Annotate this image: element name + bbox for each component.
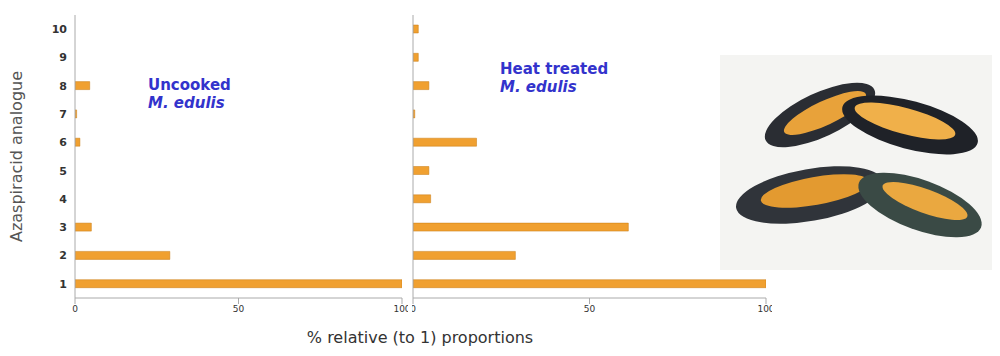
html-text:M. edulis: M. edulis — [500, 78, 577, 96]
svg-text:4: 4 — [59, 193, 67, 206]
svg-text:7: 7 — [59, 108, 67, 121]
svg-text:6: 6 — [59, 136, 67, 149]
svg-text:2: 2 — [59, 249, 67, 262]
svg-text:10: 10 — [52, 23, 68, 36]
svg-text:50: 50 — [233, 304, 245, 314]
svg-text:1: 1 — [59, 278, 67, 291]
html-text:Uncooked: Uncooked — [148, 76, 231, 94]
svg-text:50: 50 — [584, 304, 596, 314]
svg-text:5: 5 — [59, 165, 67, 178]
svg-text:0: 0 — [412, 304, 416, 314]
svg-text:3: 3 — [59, 221, 67, 234]
svg-text:Azaspiracid analogue: Azaspiracid analogue — [8, 71, 26, 242]
svg-text:9: 9 — [59, 51, 67, 64]
svg-text:0: 0 — [72, 304, 78, 314]
svg-text:100: 100 — [757, 304, 772, 314]
html-text:Heat treated: Heat treated — [500, 60, 609, 78]
html-text:M. edulis: M. edulis — [148, 94, 225, 112]
html-text:% relative (to 1) proportions: % relative (to 1) proportions — [306, 328, 534, 347]
svg-text:100: 100 — [393, 304, 408, 314]
svg-text:8: 8 — [59, 80, 67, 93]
